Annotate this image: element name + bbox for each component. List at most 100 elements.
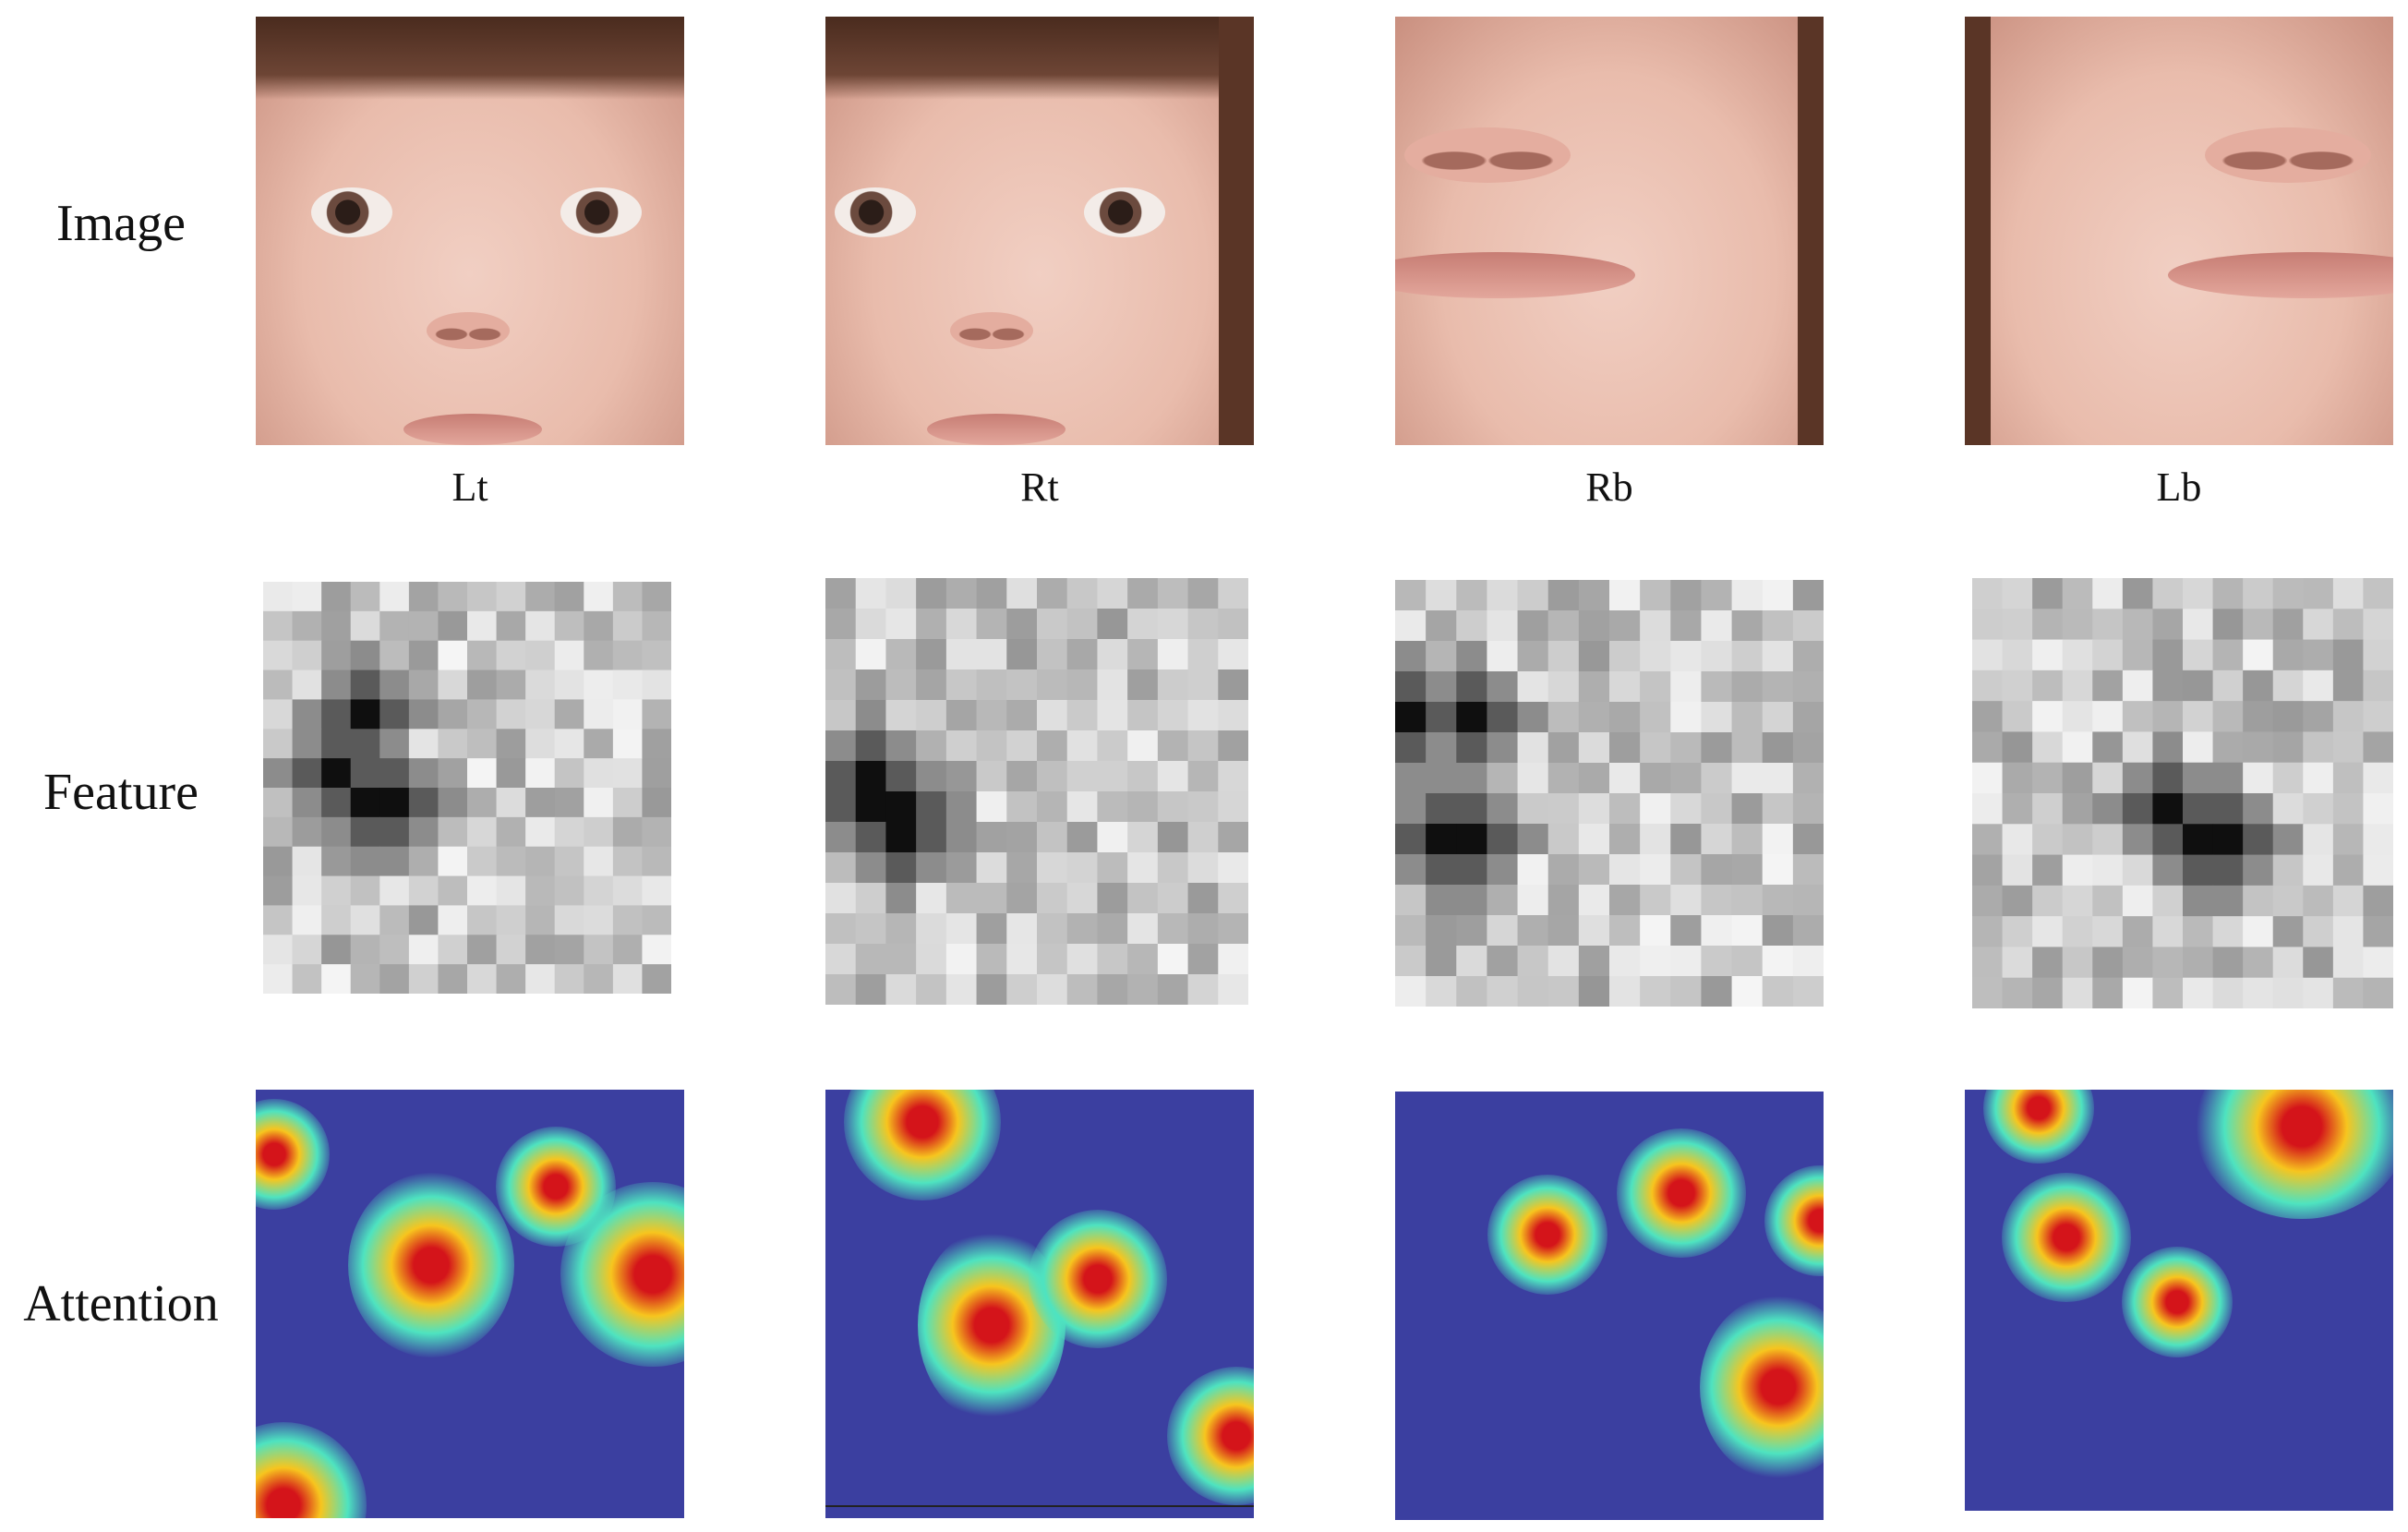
feature-cell xyxy=(855,974,887,1005)
feature-cell xyxy=(292,610,322,642)
feature-cell xyxy=(1701,641,1733,672)
feature-cell xyxy=(1670,763,1703,794)
feature-cell xyxy=(2332,947,2365,979)
feature-cell xyxy=(379,788,410,818)
feature-cell xyxy=(2032,669,2064,702)
feature-cell xyxy=(855,669,887,701)
feature-cell xyxy=(642,935,671,965)
feature-cell xyxy=(2062,793,2093,825)
feature-cell xyxy=(1670,885,1703,916)
feature-cell xyxy=(2092,578,2124,609)
feature-cell xyxy=(1037,974,1068,1005)
feature-map-lb xyxy=(1972,578,2393,1008)
feature-cell xyxy=(379,610,410,642)
feature-cell xyxy=(2062,639,2093,671)
nose xyxy=(2205,127,2371,183)
feature-cell xyxy=(1792,763,1824,794)
feature-cell xyxy=(1547,824,1580,855)
feature-cell xyxy=(1517,976,1549,1007)
feature-cell xyxy=(1547,610,1580,642)
mouth xyxy=(927,414,1066,445)
feature-cell xyxy=(976,609,1007,640)
feature-cell xyxy=(1218,791,1248,823)
feature-cell xyxy=(1487,793,1519,825)
feature-cell xyxy=(525,610,556,642)
feature-cell xyxy=(379,816,410,848)
feature-cell xyxy=(1395,671,1427,703)
feature-cell xyxy=(2243,854,2274,887)
feature-cell xyxy=(2332,977,2365,1008)
feature-cell xyxy=(1640,885,1671,916)
feature-cell xyxy=(2183,885,2214,917)
feature-cell xyxy=(2363,793,2393,825)
feature-cell xyxy=(321,964,352,994)
feature-cell xyxy=(1762,976,1794,1007)
feature-cell xyxy=(2002,578,2033,609)
feature-cell xyxy=(1578,610,1610,642)
feature-cell xyxy=(945,578,978,609)
feature-cell xyxy=(1066,883,1099,914)
feature-cell xyxy=(2363,854,2393,887)
feature-cell xyxy=(976,974,1007,1005)
feature-cell xyxy=(1701,915,1733,947)
feature-cell xyxy=(1792,671,1824,703)
column-label-lt: Lt xyxy=(452,464,488,510)
feature-cell xyxy=(2363,885,2393,917)
feature-cell xyxy=(584,758,614,789)
attention-hotspot xyxy=(1700,1295,1824,1479)
feature-cell xyxy=(1670,732,1703,764)
feature-cell xyxy=(2032,793,2064,825)
feature-cell xyxy=(2363,669,2393,702)
feature-cell xyxy=(2212,609,2244,641)
feature-cell xyxy=(1792,854,1824,886)
feature-cell xyxy=(1426,885,1457,916)
feature-cell xyxy=(1547,702,1580,733)
feature-cell xyxy=(1609,915,1641,947)
feature-cell xyxy=(1578,946,1610,977)
feature-cell xyxy=(1037,669,1068,701)
feature-cell xyxy=(2032,916,2064,948)
feature-cell xyxy=(1578,580,1610,611)
feature-cell xyxy=(1456,824,1488,855)
feature-cell xyxy=(292,846,322,877)
feature-cell xyxy=(1097,609,1128,640)
feature-cell xyxy=(612,816,644,848)
feature-cell xyxy=(467,788,498,818)
feature-cell xyxy=(612,699,644,730)
feature-cell xyxy=(2152,639,2184,671)
feature-cell xyxy=(642,905,671,935)
feature-cell xyxy=(2243,885,2274,917)
feature-cell xyxy=(1006,791,1038,823)
feature-cell xyxy=(1670,671,1703,703)
feature-cell xyxy=(525,699,556,730)
feature-cell xyxy=(1670,641,1703,672)
feature-cell xyxy=(1006,639,1038,670)
feature-cell xyxy=(2272,977,2304,1008)
feature-cell xyxy=(1640,763,1671,794)
feature-grid xyxy=(1972,578,2393,1008)
feature-cell xyxy=(292,788,322,818)
feature-cell xyxy=(2363,578,2393,609)
feature-cell xyxy=(1609,671,1641,703)
feature-cell xyxy=(1218,883,1248,914)
feature-cell xyxy=(1127,609,1159,640)
feature-cell xyxy=(1792,641,1824,672)
feature-cell xyxy=(1157,761,1189,792)
feature-cell xyxy=(321,582,352,612)
feature-cell xyxy=(1640,946,1671,977)
feature-cell xyxy=(1037,730,1068,762)
feature-cell xyxy=(976,913,1007,945)
feature-cell xyxy=(1218,913,1248,945)
feature-cell xyxy=(1066,944,1099,975)
feature-cell xyxy=(1487,976,1519,1007)
feature-cell xyxy=(612,905,644,935)
feature-cell xyxy=(554,699,584,730)
feature-cell xyxy=(438,905,468,935)
feature-cell xyxy=(2032,947,2064,979)
feature-cell xyxy=(1578,854,1610,886)
feature-cell xyxy=(1218,609,1248,640)
feature-cell xyxy=(1670,702,1703,733)
feature-cell xyxy=(1097,639,1128,670)
feature-cell xyxy=(1972,916,2004,948)
feature-cell xyxy=(1609,610,1641,642)
